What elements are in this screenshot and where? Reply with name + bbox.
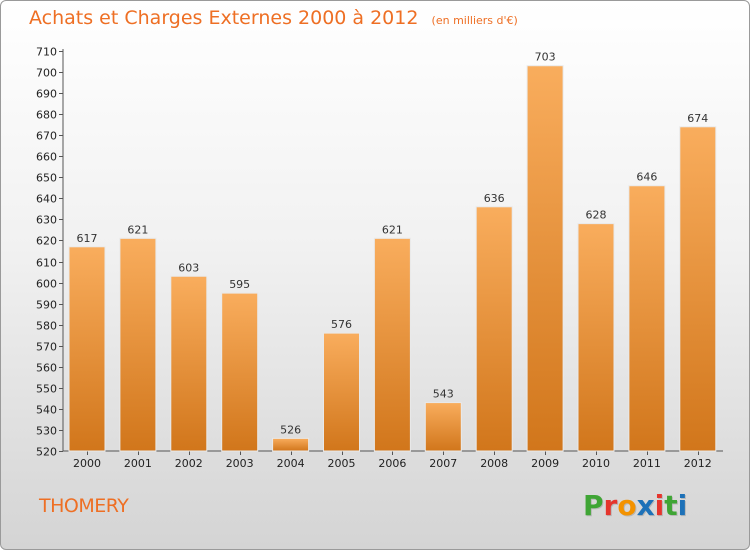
bar-value-label: 617 xyxy=(77,232,98,245)
x-tick-label: 2002 xyxy=(175,457,203,470)
x-tick-label: 2004 xyxy=(277,457,305,470)
x-tick-label: 2005 xyxy=(328,457,356,470)
bar-2007 xyxy=(424,402,462,452)
x-tick-label: 2009 xyxy=(531,457,559,470)
y-tick-label: 640 xyxy=(36,193,57,206)
y-tick-label: 540 xyxy=(36,404,57,417)
bar-value-label: 621 xyxy=(127,223,148,236)
logo-letter: x xyxy=(636,489,655,522)
bar-value-label: 646 xyxy=(636,171,657,184)
bar-2011 xyxy=(628,185,666,452)
title-row: Achats et Charges Externes 2000 à 2012 (… xyxy=(29,7,518,29)
bar-value-label: 636 xyxy=(484,192,505,205)
logo-letter: i xyxy=(654,489,665,522)
bar-2004 xyxy=(272,437,310,452)
bar-2005 xyxy=(323,332,360,452)
bar-2008 xyxy=(475,206,513,452)
bar-value-label: 603 xyxy=(178,261,199,274)
bar-2009 xyxy=(526,65,564,452)
x-tick-label: 2012 xyxy=(684,457,712,470)
x-tick-label: 2011 xyxy=(633,457,661,470)
y-tick-label: 660 xyxy=(36,151,57,164)
logo-letter: P xyxy=(583,489,604,522)
y-tick-label: 520 xyxy=(36,446,57,459)
bar-value-label: 595 xyxy=(229,278,250,291)
x-tick-label: 2000 xyxy=(73,457,101,470)
x-tick-label: 2007 xyxy=(429,457,457,470)
bar-2012 xyxy=(679,126,717,452)
bar-2000 xyxy=(68,246,106,452)
bar-value-label: 674 xyxy=(687,112,708,125)
y-tick-label: 580 xyxy=(36,320,57,333)
x-tick-label: 2001 xyxy=(124,457,152,470)
logo-letter: t xyxy=(664,489,678,522)
city-name: THOMERY xyxy=(39,495,129,517)
bar-2010 xyxy=(577,223,615,452)
y-tick-label: 700 xyxy=(36,67,57,80)
y-tick-label: 680 xyxy=(36,109,57,122)
logo-letter: r xyxy=(603,489,618,522)
bar-value-label: 526 xyxy=(280,423,301,436)
y-tick-label: 630 xyxy=(36,214,57,227)
chart-unit: (en milliers d'€) xyxy=(431,14,518,27)
y-tick-label: 610 xyxy=(36,257,57,270)
y-tick-label: 560 xyxy=(36,362,57,375)
bar-value-label: 576 xyxy=(331,318,352,331)
y-tick-label: 530 xyxy=(36,425,57,438)
y-tick-label: 620 xyxy=(36,235,57,248)
y-tick-label: 590 xyxy=(36,299,57,312)
bar-value-label: 703 xyxy=(535,51,556,64)
logo-letter: o xyxy=(617,489,637,522)
bar-value-label: 628 xyxy=(586,209,607,222)
bars xyxy=(68,65,717,452)
proxiti-logo: Proxiti xyxy=(583,489,687,522)
bar-labels: 617 621 603 595 526 576 621 543 636 703 628 646 674 xyxy=(77,51,709,437)
bar-2002 xyxy=(170,275,208,452)
bar-2006 xyxy=(373,237,411,452)
chart-title: Achats et Charges Externes 2000 à 2012 xyxy=(29,7,419,29)
bar-2003 xyxy=(221,292,259,452)
logo-letter: i xyxy=(677,489,688,522)
bar-value-label: 621 xyxy=(382,223,403,236)
y-tick-label: 690 xyxy=(36,88,57,101)
y-tick-label: 600 xyxy=(36,278,57,291)
y-tick-label: 650 xyxy=(36,172,57,185)
y-tick-label: 550 xyxy=(36,383,57,396)
bar-2001 xyxy=(119,237,157,452)
x-tick-label: 2006 xyxy=(378,457,406,470)
y-tick-label: 670 xyxy=(36,130,57,143)
x-tick-label: 2010 xyxy=(582,457,610,470)
x-tick-label: 2008 xyxy=(480,457,508,470)
bar-value-label: 543 xyxy=(433,388,454,401)
y-tick-label: 710 xyxy=(36,46,57,59)
x-tick-label: 2003 xyxy=(226,457,254,470)
y-tick-label: 570 xyxy=(36,341,57,354)
